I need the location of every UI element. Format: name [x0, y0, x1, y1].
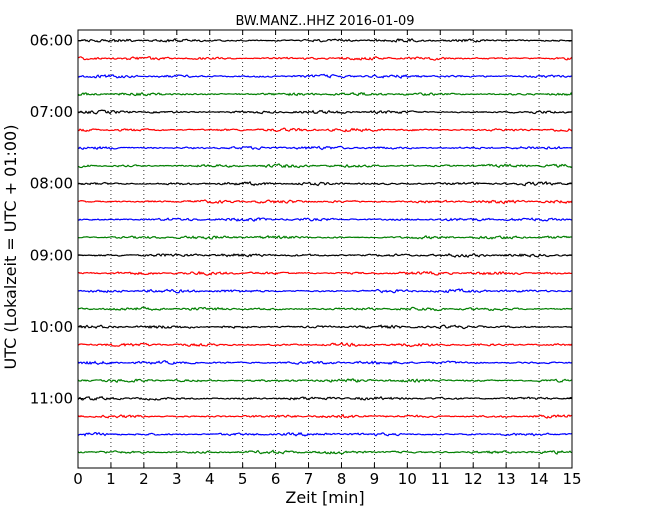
trace-line: [77, 37, 573, 43]
trace-line: [77, 127, 573, 133]
trace-line: [77, 235, 573, 240]
trace-line: [77, 378, 573, 384]
x-tick-label: 7: [304, 470, 314, 488]
x-tick-label: 9: [370, 470, 380, 488]
trace-line: [77, 217, 573, 223]
trace-line: [77, 56, 573, 61]
trace-line: [77, 342, 573, 348]
plot-frame: [77, 29, 573, 469]
x-tick-label: 0: [73, 470, 83, 488]
x-tick-label: 8: [337, 470, 347, 488]
x-tick-label: 6: [271, 470, 281, 488]
x-tick-label: 2: [139, 470, 149, 488]
y-axis-ticks: 06:00 07:00 08:00 09:00 10:00 11:00: [30, 32, 572, 408]
x-tick-label: 4: [205, 470, 215, 488]
trace-line: [77, 431, 573, 437]
y-tick-label: 08:00: [30, 175, 73, 193]
x-tick-label: 12: [464, 470, 483, 488]
grid-lines: [110, 30, 540, 468]
trace-line: [77, 324, 573, 330]
trace-line: [77, 359, 573, 365]
trace-line: [77, 395, 573, 401]
x-tick-label: 10: [398, 470, 417, 488]
trace-line: [77, 288, 573, 294]
trace-line: [77, 163, 573, 169]
x-tick-label: 13: [497, 470, 516, 488]
y-tick-label: 10:00: [30, 318, 73, 336]
y-tick-label: 06:00: [30, 32, 73, 50]
trace-line: [77, 306, 573, 312]
x-tick-label: 5: [238, 470, 248, 488]
x-tick-label: 11: [431, 470, 450, 488]
trace-line: [77, 145, 573, 151]
trace-line: [77, 413, 573, 419]
trace-group: [77, 37, 573, 455]
trace-line: [77, 449, 573, 455]
y-axis-label: UTC (Lokalzeit = UTC + 01:00): [1, 125, 20, 370]
chart-title: BW.MANZ..HHZ 2016-01-09: [235, 14, 414, 29]
x-tick-label: 14: [530, 470, 549, 488]
trace-line: [77, 73, 573, 79]
x-tick-label: 3: [172, 470, 182, 488]
trace-line: [77, 180, 573, 187]
x-tick-label: 15: [562, 470, 581, 488]
trace-line: [77, 252, 573, 258]
trace-line: [77, 109, 573, 115]
x-axis-ticks: 0 1 2 3 4 5 6 7 8 9 10 11 12 13 14 15: [73, 30, 582, 488]
y-tick-label: 07:00: [30, 103, 73, 121]
x-axis-label: Zeit [min]: [285, 488, 364, 507]
trace-line: [77, 270, 573, 276]
y-tick-label: 11:00: [30, 390, 73, 408]
x-tick-label: 1: [106, 470, 116, 488]
trace-line: [77, 91, 573, 97]
y-tick-label: 09:00: [30, 246, 73, 264]
trace-line: [77, 199, 573, 205]
